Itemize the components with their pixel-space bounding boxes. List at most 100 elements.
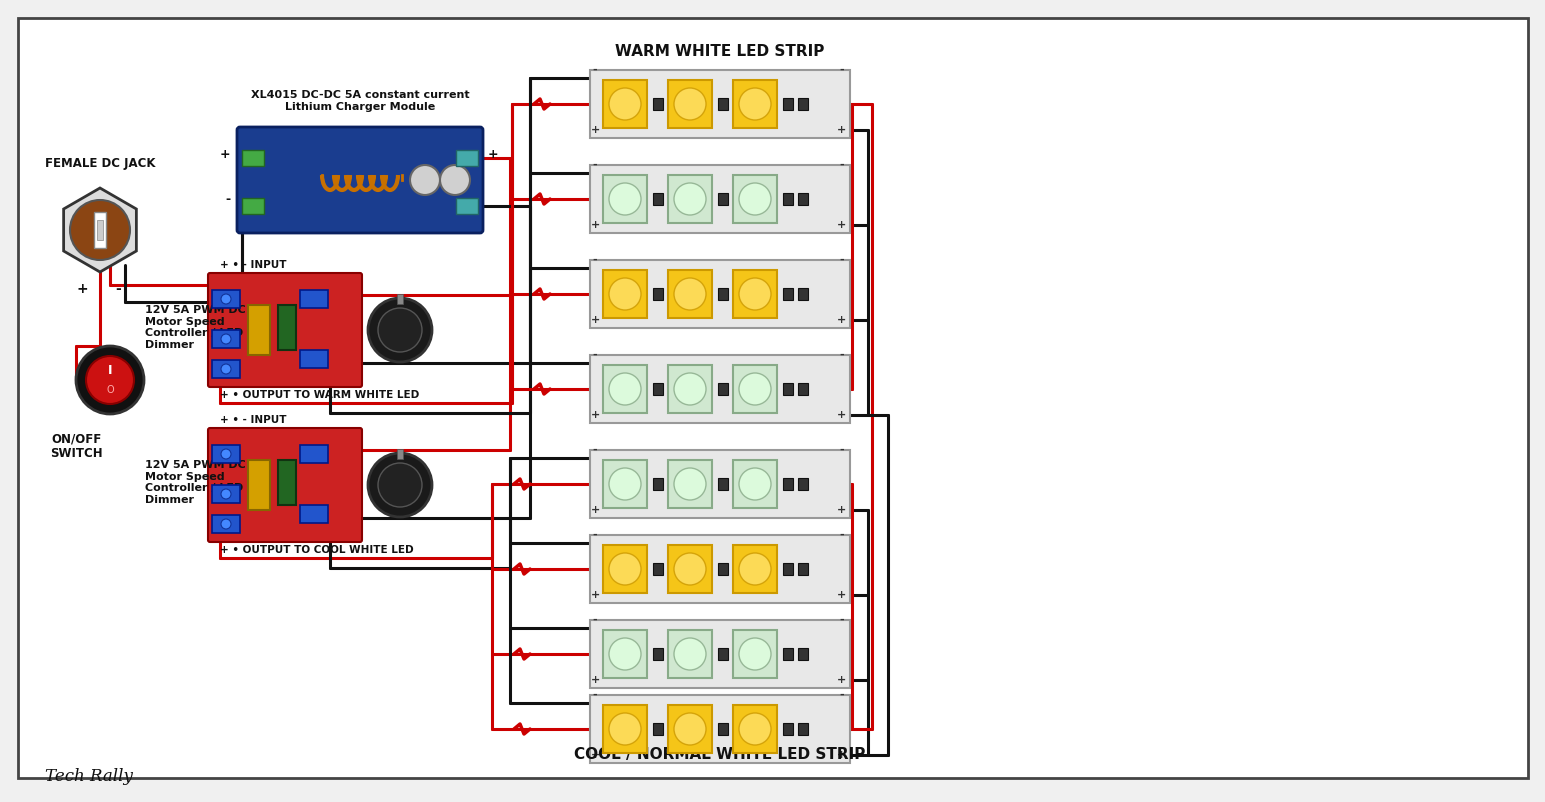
Bar: [799, 383, 808, 395]
Bar: [718, 478, 728, 490]
Circle shape: [609, 183, 641, 215]
Bar: [667, 288, 678, 300]
Bar: [456, 198, 477, 214]
Text: +: +: [488, 148, 499, 161]
Bar: [667, 98, 678, 110]
Bar: [667, 175, 712, 223]
Bar: [718, 288, 728, 300]
Bar: [590, 535, 850, 603]
Bar: [300, 290, 328, 308]
Bar: [718, 648, 728, 660]
Circle shape: [379, 463, 422, 507]
Bar: [654, 723, 663, 735]
Text: COOL / NORMAL WHITE LED STRIP: COOL / NORMAL WHITE LED STRIP: [575, 747, 865, 763]
Bar: [732, 460, 777, 508]
Circle shape: [609, 468, 641, 500]
Bar: [654, 193, 663, 205]
Circle shape: [739, 183, 771, 215]
Bar: [243, 198, 264, 214]
Bar: [590, 70, 850, 138]
Text: -: -: [839, 160, 844, 170]
Circle shape: [609, 638, 641, 670]
Text: -: -: [593, 255, 598, 265]
Polygon shape: [63, 188, 136, 272]
FancyBboxPatch shape: [209, 428, 362, 542]
Circle shape: [674, 468, 706, 500]
Circle shape: [739, 88, 771, 120]
Text: +: +: [590, 590, 599, 600]
FancyBboxPatch shape: [209, 273, 362, 387]
Circle shape: [87, 356, 134, 404]
Bar: [667, 630, 712, 678]
Text: -: -: [839, 65, 844, 75]
Text: -: -: [839, 615, 844, 625]
Circle shape: [674, 88, 706, 120]
Text: +: +: [590, 410, 599, 420]
Circle shape: [379, 308, 422, 352]
Text: + • OUTPUT TO COOL WHITE LED: + • OUTPUT TO COOL WHITE LED: [219, 545, 414, 555]
Text: -: -: [593, 615, 598, 625]
Bar: [667, 193, 678, 205]
Bar: [249, 460, 270, 510]
Bar: [654, 288, 663, 300]
Text: +: +: [590, 220, 599, 230]
Text: -: -: [593, 160, 598, 170]
Bar: [278, 305, 297, 350]
Bar: [590, 260, 850, 328]
Text: O: O: [107, 385, 114, 395]
Bar: [212, 515, 239, 533]
Bar: [799, 98, 808, 110]
Bar: [732, 365, 777, 413]
Text: + • OUTPUT TO WARM WHITE LED: + • OUTPUT TO WARM WHITE LED: [219, 390, 419, 400]
Bar: [300, 505, 328, 523]
Bar: [718, 98, 728, 110]
Bar: [667, 563, 678, 575]
Text: -: -: [593, 350, 598, 360]
Bar: [97, 220, 104, 240]
Circle shape: [674, 183, 706, 215]
Circle shape: [674, 373, 706, 405]
Text: -: -: [839, 530, 844, 540]
Text: + • - INPUT: + • - INPUT: [219, 260, 286, 270]
Bar: [732, 288, 743, 300]
Circle shape: [674, 278, 706, 310]
Bar: [603, 270, 647, 318]
Circle shape: [368, 298, 433, 362]
Circle shape: [739, 638, 771, 670]
Bar: [590, 450, 850, 518]
Bar: [603, 175, 647, 223]
Circle shape: [70, 200, 130, 260]
Text: +: +: [590, 125, 599, 135]
Bar: [667, 383, 678, 395]
Bar: [603, 460, 647, 508]
Text: FEMALE DC JACK: FEMALE DC JACK: [45, 157, 154, 170]
Bar: [799, 648, 808, 660]
Bar: [783, 723, 793, 735]
Text: ON/OFF
SWITCH: ON/OFF SWITCH: [49, 432, 102, 460]
Circle shape: [609, 713, 641, 745]
Circle shape: [76, 346, 144, 414]
Bar: [590, 165, 850, 233]
Bar: [212, 290, 239, 308]
Bar: [783, 383, 793, 395]
Bar: [667, 478, 678, 490]
Bar: [212, 330, 239, 348]
Text: I: I: [108, 363, 113, 376]
Bar: [718, 563, 728, 575]
Bar: [732, 193, 743, 205]
Circle shape: [739, 468, 771, 500]
Bar: [212, 485, 239, 503]
Bar: [654, 98, 663, 110]
Text: +: +: [590, 675, 599, 685]
Circle shape: [221, 334, 232, 344]
Bar: [799, 288, 808, 300]
Bar: [718, 383, 728, 395]
Bar: [300, 350, 328, 368]
Bar: [799, 563, 808, 575]
Bar: [732, 648, 743, 660]
Circle shape: [440, 165, 470, 195]
Circle shape: [739, 713, 771, 745]
Bar: [590, 620, 850, 688]
Text: -: -: [116, 282, 121, 296]
Bar: [783, 563, 793, 575]
